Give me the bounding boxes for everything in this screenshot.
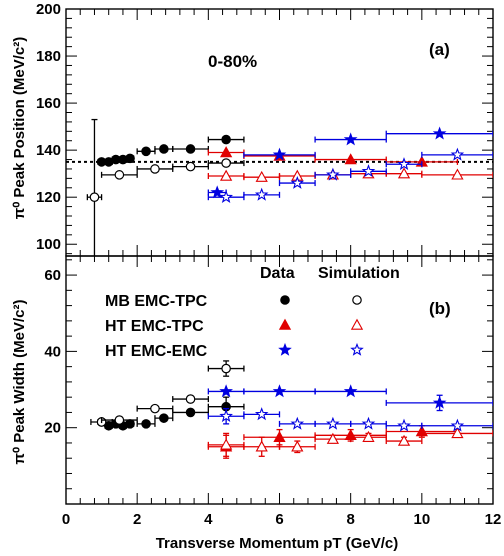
- panel-a-label: (a): [429, 40, 450, 59]
- ht-emc-emc-simulation-point: [254, 187, 269, 201]
- legend-marker-simulation: [350, 318, 364, 330]
- ht-emc-tpc-simulation-point: [326, 432, 340, 444]
- ht-emc-tpc-simulation-point: [451, 168, 464, 180]
- x-tick-label: 10: [413, 511, 430, 528]
- ht-emc-emc-data-point: [272, 384, 287, 398]
- panel-a-ylabel: π⁰ Peak Position (MeV/c²): [11, 37, 28, 220]
- x-tick-label: 8: [346, 511, 354, 528]
- mb-emc-tpc-simulation-point: [221, 158, 231, 168]
- panel-a-annotation: 0-80%: [208, 52, 257, 71]
- mb-emc-tpc-data-point: [141, 146, 151, 157]
- ht-emc-emc-simulation-point: [397, 418, 411, 432]
- x-tick-label: 4: [204, 511, 213, 528]
- panel-b-xlabel: Transverse Momentum pT (GeV/c): [156, 535, 399, 552]
- legend: Data Simulation MB EMC-TPC HT EMC-TPC HT…: [105, 265, 400, 360]
- panel-a-y-tick-label: 120: [36, 189, 61, 206]
- mb-emc-tpc-data-point: [185, 407, 196, 418]
- x-tick-label: 0: [62, 511, 70, 528]
- ht-emc-tpc-simulation-point: [397, 167, 411, 179]
- ht-emc-tpc-data-point: [344, 153, 357, 165]
- mb-emc-tpc-data-point: [125, 153, 135, 164]
- ht-emc-tpc-simulation-point: [291, 440, 304, 452]
- mb-emc-tpc-simulation-point: [89, 192, 100, 202]
- ht-emc-tpc-data-point: [219, 146, 233, 158]
- mb-emc-tpc-simulation-point: [221, 363, 231, 374]
- ht-emc-emc-simulation-point: [450, 418, 465, 432]
- legend-row-mb-emc-tpc: MB EMC-TPC: [105, 293, 208, 310]
- mb-emc-tpc-data-point: [159, 413, 169, 423]
- ht-emc-emc-simulation-point: [254, 407, 269, 421]
- ht-emc-emc-simulation-point: [325, 416, 340, 430]
- panel-a-y-tick-label: 180: [36, 48, 61, 65]
- ht-emc-emc-data-point: [343, 132, 358, 146]
- ht-emc-emc-simulation-point: [219, 409, 233, 423]
- panel-a-y-tick-label: 160: [36, 95, 61, 112]
- panel-b: 0 2 4 6 8 10 12 20 40 60: [44, 255, 502, 528]
- panel-b-y-tick-label: 40: [44, 343, 61, 360]
- panel-b-data: [90, 360, 493, 459]
- x-tick-label: 12: [485, 511, 502, 528]
- panel-a-y-tick-label: 100: [36, 236, 61, 253]
- legend-header-simulation: Simulation: [318, 265, 400, 282]
- ht-emc-tpc-simulation-point: [255, 170, 268, 182]
- legend-header-data: Data: [260, 265, 295, 282]
- legend-row-ht-emc-emc: HT EMC-EMC: [105, 343, 208, 360]
- mb-emc-tpc-simulation-point: [114, 415, 125, 425]
- ht-emc-emc-data-point: [432, 395, 447, 409]
- panel-b-y-tick-label: 60: [44, 267, 61, 284]
- ht-emc-emc-simulation-point: [361, 416, 376, 430]
- panel-a-y-tick-label: 200: [36, 1, 61, 18]
- mb-emc-tpc-simulation-point: [150, 403, 160, 414]
- legend-marker-data: [280, 295, 290, 305]
- legend-row-ht-emc-tpc: HT EMC-TPC: [105, 318, 204, 335]
- ht-emc-emc-simulation-point: [219, 190, 234, 203]
- mb-emc-tpc-data-point: [221, 134, 231, 145]
- mb-emc-tpc-simulation-point: [185, 161, 196, 172]
- legend-markers: [278, 295, 364, 356]
- legend-marker-data: [278, 318, 292, 330]
- panel-a-y-tick-label: 140: [36, 142, 61, 159]
- mb-emc-tpc-simulation-point: [114, 170, 125, 180]
- ht-emc-emc-simulation-point: [361, 164, 376, 178]
- panel-b-label: (b): [429, 299, 451, 318]
- ht-emc-emc-data-point: [343, 384, 358, 398]
- ht-emc-tpc-simulation-point: [219, 438, 233, 450]
- ht-emc-emc-simulation-point: [450, 147, 465, 161]
- ht-emc-emc-data-point: [432, 126, 447, 140]
- ht-emc-emc-simulation-point: [326, 167, 340, 181]
- legend-marker-simulation: [352, 295, 362, 305]
- panel-b-ylabel: π⁰ Peak Width (MeV/c²): [11, 300, 28, 465]
- ht-emc-tpc-data-point: [273, 430, 286, 442]
- panel-b-y-tick-label: 20: [44, 420, 61, 437]
- ht-emc-emc-simulation-point: [397, 157, 411, 171]
- mb-emc-tpc-data-point: [159, 144, 169, 154]
- mb-emc-tpc-simulation-point: [185, 394, 196, 404]
- ht-emc-tpc-simulation-point: [362, 430, 375, 442]
- ht-emc-tpc-simulation-point: [397, 434, 411, 446]
- ht-emc-tpc-simulation-point: [451, 427, 464, 439]
- ht-emc-emc-simulation-point: [290, 175, 305, 189]
- ht-emc-tpc-simulation-point: [219, 169, 233, 181]
- legend-marker-data: [278, 342, 292, 356]
- ht-emc-emc-data-point: [219, 384, 233, 398]
- x-tick-label: 2: [133, 511, 141, 528]
- panel-a: 100 120 140 160 180 200: [36, 1, 494, 257]
- ht-emc-emc-data-point: [272, 147, 287, 161]
- mb-emc-tpc-simulation-point: [150, 164, 160, 174]
- mb-emc-tpc-data-point: [185, 144, 196, 154]
- ht-emc-emc-simulation-point: [290, 416, 305, 430]
- mb-emc-tpc-data-point: [141, 419, 151, 429]
- x-tick-label: 6: [275, 511, 283, 528]
- ht-emc-tpc-simulation-point: [255, 440, 268, 452]
- panel-a-data: [86, 118, 493, 256]
- mb-emc-tpc-data-point: [125, 419, 135, 429]
- legend-marker-simulation: [350, 342, 364, 356]
- ht-emc-emc-data-point: [210, 185, 225, 199]
